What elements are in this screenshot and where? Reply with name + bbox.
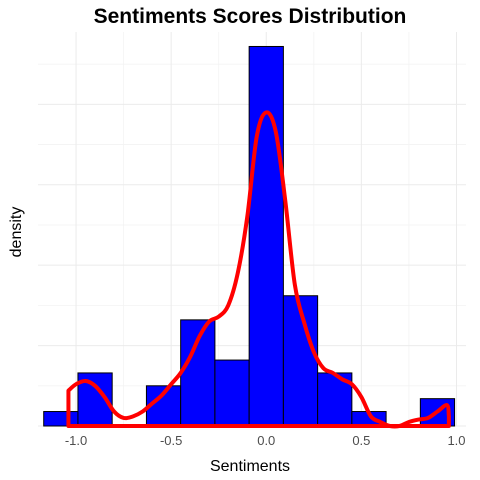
x-tick-label: 1.0 [447, 433, 465, 448]
histogram-bar [282, 295, 319, 427]
y-axis-title: density [8, 207, 25, 258]
x-axis-title: Sentiments [210, 458, 290, 475]
density-curve [66, 110, 451, 429]
histogram-bar [248, 45, 284, 427]
histogram-bar [214, 359, 250, 427]
density-curve-layer [66, 110, 451, 429]
x-tick-label: -0.5 [160, 433, 182, 448]
histogram-bar [43, 411, 79, 427]
histogram-bars [43, 45, 456, 427]
chart-title: Sentiments Scores Distribution [94, 5, 407, 28]
x-tick-label: 0.5 [352, 433, 370, 448]
x-tick-label: 0.0 [257, 433, 275, 448]
x-axis-tick-labels: -1.0 -0.5 0.0 0.5 1.0 [65, 433, 466, 448]
x-tick-label: -1.0 [65, 433, 87, 448]
